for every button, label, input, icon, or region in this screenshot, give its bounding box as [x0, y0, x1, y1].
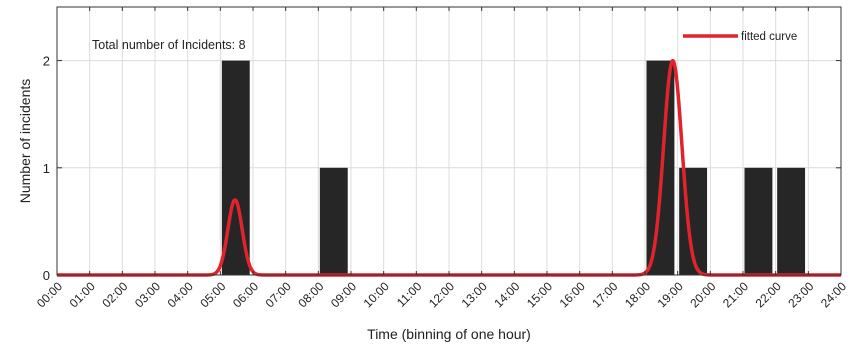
x-tick-labels: 00:00 01:00 02:00 03:00 04:00 05:00 06:00 07:00…: [34, 279, 849, 310]
x-tick-label: 14:00: [491, 279, 522, 310]
axis-ticks: [56, 7, 842, 276]
x-tick-label: 04:00: [165, 279, 196, 310]
x-tick-label: 16:00: [557, 279, 588, 310]
x-tick-label: 11:00: [394, 279, 425, 310]
x-tick-label: 00:00: [34, 279, 65, 310]
annotation-total-incidents: Total number of Incidents: 8: [92, 38, 246, 52]
x-tick-label: 01:00: [67, 279, 98, 310]
y-tick-label: 0: [43, 268, 50, 283]
x-tick-label: 06:00: [230, 279, 261, 310]
x-tick-label: 22:00: [753, 279, 784, 310]
x-tick-label: 18:00: [622, 279, 653, 310]
x-tick-label: 03:00: [132, 279, 163, 310]
x-tick-label: 09:00: [328, 279, 359, 310]
grid-lines: [57, 7, 841, 275]
x-tick-label: 23:00: [785, 279, 816, 310]
bar-2100: [744, 167, 773, 275]
x-tick-label: 02:00: [99, 279, 130, 310]
x-tick-label: 15:00: [524, 279, 555, 310]
x-tick-label: 17:00: [589, 279, 620, 310]
bar-2200: [777, 167, 806, 275]
x-tick-label: 24:00: [818, 279, 849, 310]
legend-label-fitted-curve: fitted curve: [741, 31, 797, 43]
y-tick-labels: 0 1 2: [43, 54, 50, 283]
bar-0800: [319, 167, 348, 275]
x-tick-label: 19:00: [655, 279, 686, 310]
x-tick-label: 12:00: [426, 279, 457, 310]
y-axis-title: Number of incidents: [17, 79, 33, 204]
x-axis-title: Time (binning of one hour): [367, 326, 531, 342]
x-tick-label: 05:00: [197, 279, 228, 310]
x-tick-label: 20:00: [687, 279, 718, 310]
x-tick-label: 10:00: [361, 279, 392, 310]
x-tick-label: 21:00: [720, 279, 751, 310]
y-tick-label: 2: [43, 54, 50, 69]
x-tick-label: 07:00: [263, 279, 294, 310]
legend: fitted curve: [683, 31, 797, 43]
x-tick-label: 13:00: [459, 279, 490, 310]
x-tick-label: 08:00: [295, 279, 326, 310]
y-tick-label: 1: [43, 161, 50, 176]
